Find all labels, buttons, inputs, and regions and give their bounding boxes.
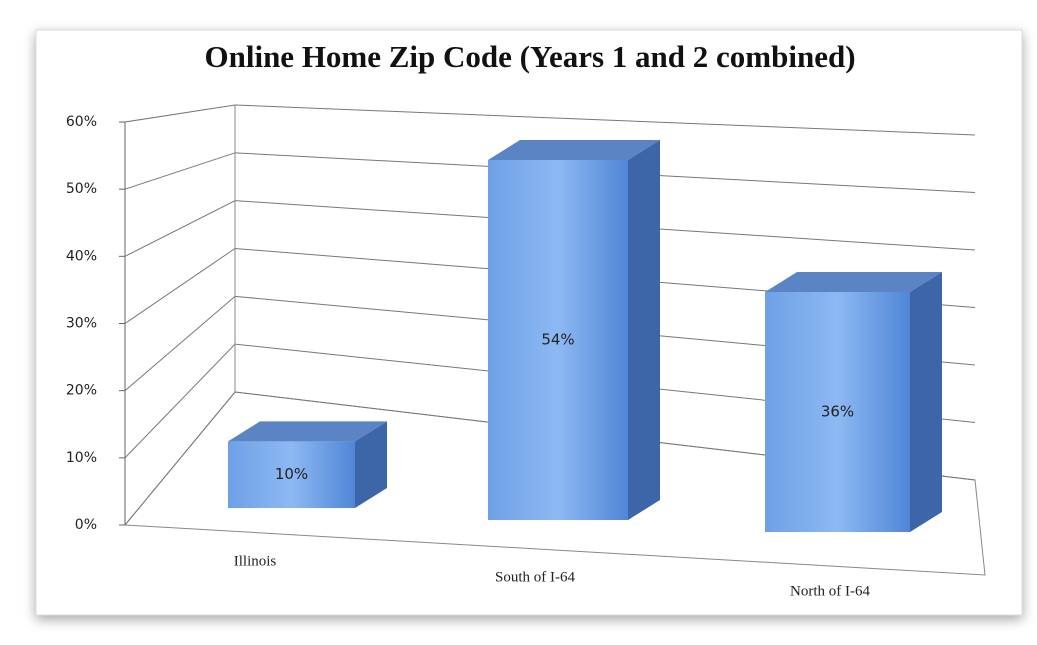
bar: [765, 292, 910, 532]
bar-side: [910, 272, 942, 532]
bar-side: [355, 421, 387, 508]
x-tick-label: Illinois: [234, 553, 277, 569]
y-tick-label: 30%: [66, 316, 97, 332]
x-tick-label: South of I-64: [495, 569, 575, 585]
y-tick-label: 60%: [66, 114, 97, 130]
bar: [488, 160, 628, 520]
bar-top: [765, 272, 942, 292]
y-tick-label: 20%: [66, 383, 97, 399]
value-label: 10%: [275, 465, 308, 483]
bar-top: [488, 140, 660, 160]
y-tick-label: 40%: [66, 248, 97, 264]
bar-side: [628, 140, 660, 520]
bar: [228, 441, 355, 508]
x-tick-label: North of I-64: [790, 583, 870, 599]
y-tick-label: 0%: [75, 517, 97, 533]
chart-title: Online Home Zip Code (Years 1 and 2 comb…: [204, 39, 855, 74]
bar-top: [228, 421, 387, 442]
value-label: 36%: [821, 403, 854, 421]
y-tick-label: 50%: [66, 181, 97, 197]
y-tick-label: 10%: [66, 450, 97, 466]
value-label: 54%: [541, 331, 574, 349]
